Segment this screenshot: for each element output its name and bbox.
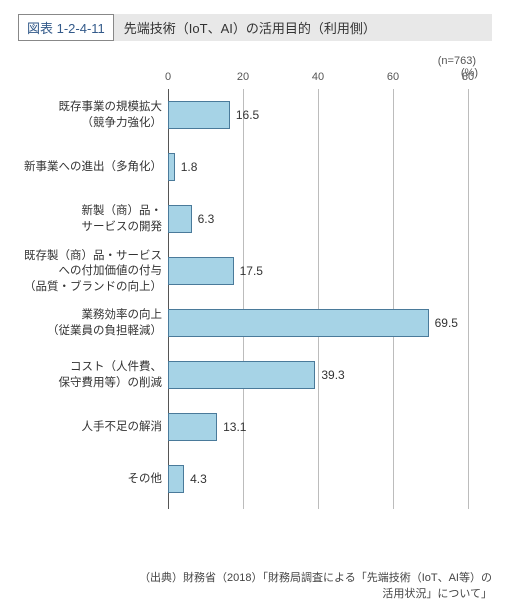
bar-row: 4.3	[168, 465, 207, 493]
bar-value-label: 13.1	[223, 420, 246, 434]
bar-value-label: 6.3	[198, 212, 215, 226]
bar	[168, 205, 192, 233]
bar	[168, 101, 230, 129]
grid-line	[243, 89, 244, 509]
source-line-2: 活用状況」について」	[382, 588, 492, 600]
category-label: 既存製（商）品・サービスへの付加価値の付与（品質・ブランドの向上）	[20, 249, 162, 296]
bar-value-label: 16.5	[236, 108, 259, 122]
figure-header: 図表 1-2-4-11 先端技術（IoT、AI）の活用目的（利用側）	[18, 14, 492, 41]
grid-line	[168, 89, 169, 509]
category-label: 人手不足の解消	[20, 420, 162, 436]
category-label: 既存事業の規模拡大（競争力強化）	[20, 100, 162, 131]
category-label: その他	[20, 472, 162, 488]
category-label: 業務効率の向上（従業員の負担軽減）	[20, 308, 162, 339]
x-tick-label: 20	[237, 71, 249, 83]
x-tick-label: 40	[312, 71, 324, 83]
bar	[168, 257, 234, 285]
n-label: (n=763)	[438, 55, 476, 67]
x-tick-label: 0	[165, 71, 171, 83]
bar-value-label: 1.8	[181, 160, 198, 174]
plot-area: 02040608016.51.86.317.569.539.313.14.3	[168, 89, 468, 509]
bar-row: 16.5	[168, 101, 259, 129]
grid-line	[318, 89, 319, 509]
figure-title: 先端技術（IoT、AI）の活用目的（利用側）	[114, 14, 492, 41]
bar	[168, 361, 315, 389]
source-line-1: （出典）財務省（2018）「財務局調査による「先端技術（IoT、AI等）の	[139, 572, 492, 584]
x-tick-label: 60	[387, 71, 399, 83]
bar-value-label: 17.5	[240, 264, 263, 278]
grid-line	[393, 89, 394, 509]
bar-row: 17.5	[168, 257, 263, 285]
bar-value-label: 69.5	[435, 316, 458, 330]
bar	[168, 309, 429, 337]
bar	[168, 413, 217, 441]
bar-row: 1.8	[168, 153, 197, 181]
category-label: 新製（商）品・サービスの開発	[20, 204, 162, 235]
chart: (n=763) (%) 02040608016.51.86.317.569.53…	[18, 55, 488, 535]
category-label: コスト（人件費、保守費用等）の削減	[20, 360, 162, 391]
category-label: 新事業への進出（多角化）	[20, 160, 162, 176]
bar-row: 39.3	[168, 361, 345, 389]
bar-row: 69.5	[168, 309, 458, 337]
figure-number: 図表 1-2-4-11	[18, 14, 114, 41]
grid-line	[468, 89, 469, 509]
bar-row: 13.1	[168, 413, 246, 441]
x-tick-label: 80	[462, 71, 474, 83]
bar-value-label: 4.3	[190, 472, 207, 486]
source-citation: （出典）財務省（2018）「財務局調査による「先端技術（IoT、AI等）の 活用…	[139, 571, 492, 602]
bar	[168, 465, 184, 493]
bar-value-label: 39.3	[321, 368, 344, 382]
bar	[168, 153, 175, 181]
bar-row: 6.3	[168, 205, 214, 233]
